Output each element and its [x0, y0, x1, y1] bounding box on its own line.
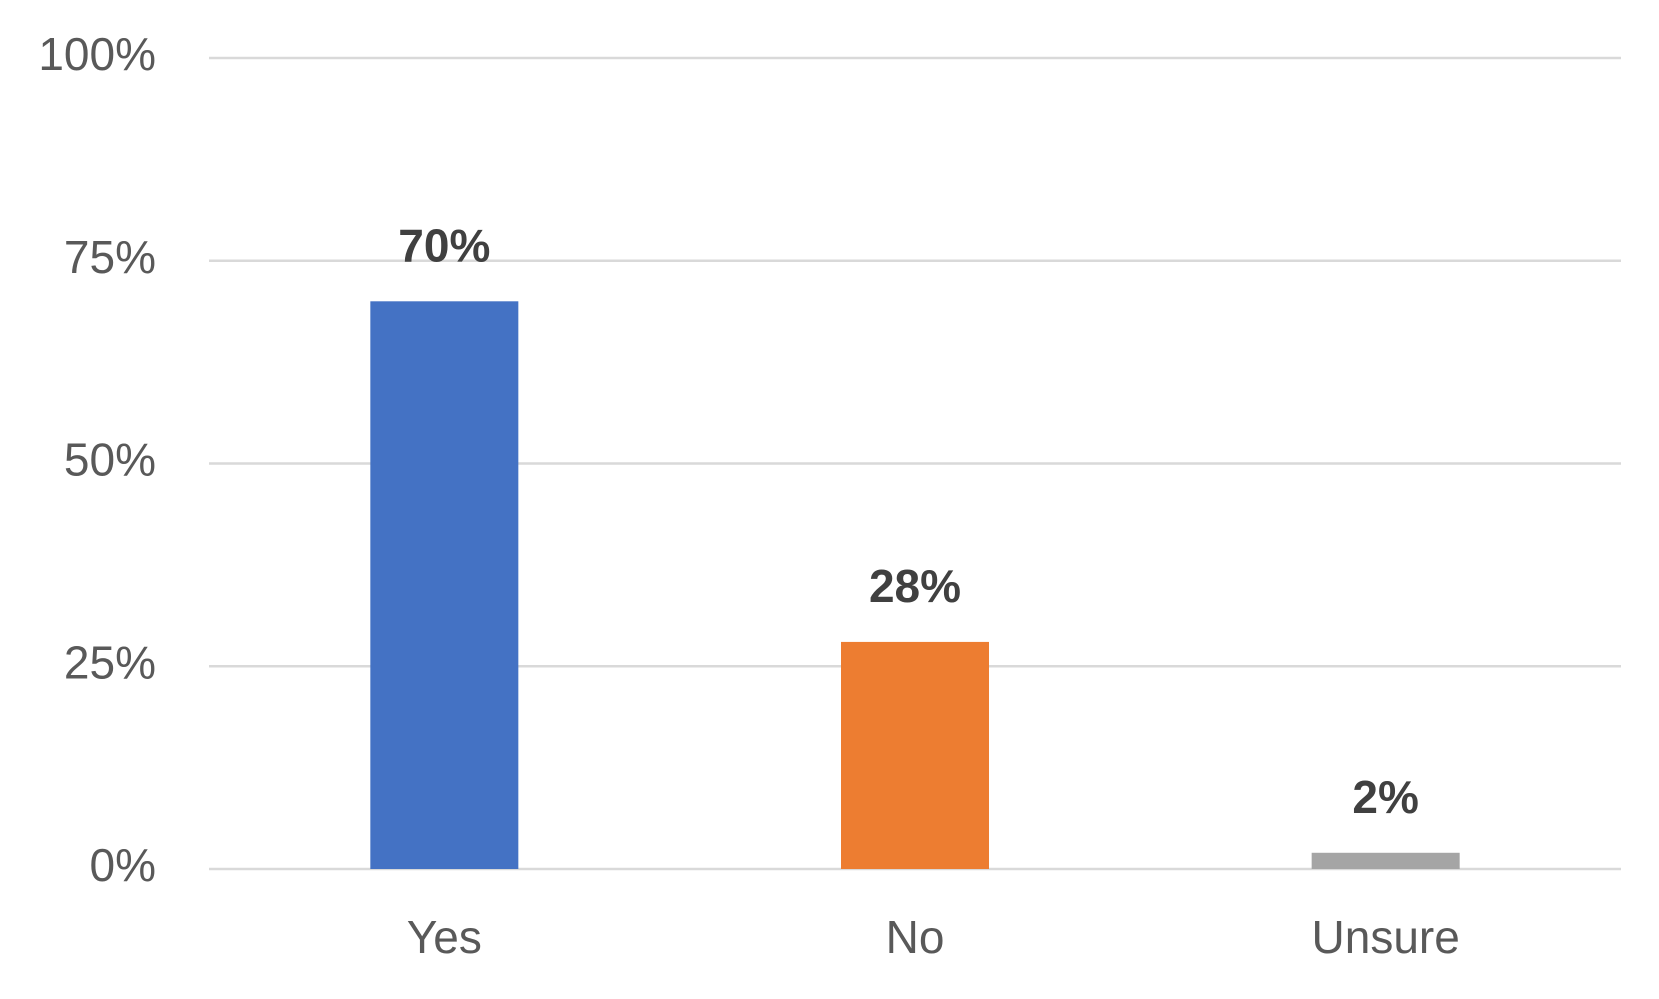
y-tick-label: 100%	[38, 28, 156, 80]
bar	[841, 641, 989, 869]
bar	[370, 301, 519, 869]
x-tick-label: No	[886, 911, 945, 963]
bar	[1311, 852, 1460, 869]
value-label: 70%	[398, 219, 490, 271]
y-tick-label: 0%	[90, 839, 156, 891]
value-label: 2%	[1352, 771, 1418, 823]
x-tick-label: Yes	[407, 911, 482, 963]
y-tick-label: 50%	[64, 434, 156, 486]
x-tick-label: Unsure	[1312, 911, 1460, 963]
y-tick-label: 25%	[64, 636, 156, 688]
value-label: 28%	[869, 560, 961, 612]
y-tick-label: 75%	[64, 231, 156, 283]
